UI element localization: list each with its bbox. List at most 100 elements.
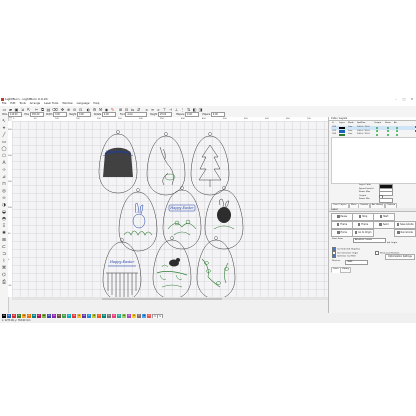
layer-color-swatch[interactable] — [339, 126, 345, 129]
menu-arrange[interactable]: Arrange — [29, 102, 41, 105]
maximize-button[interactable]: □ — [402, 97, 406, 101]
show-toggle[interactable] — [387, 130, 390, 133]
width-input[interactable]: 0.00 — [53, 112, 68, 117]
mirror-horizontal-icon[interactable]: ⇋ — [130, 107, 135, 112]
swatch-06[interactable]: 06 — [32, 313, 36, 318]
swatch-21[interactable]: 21 — [107, 313, 111, 318]
swatch-07[interactable]: 07 — [37, 313, 41, 318]
design-canvas[interactable]: Happy Easter — [12, 121, 328, 297]
circular-array-icon[interactable]: ✺ — [2, 231, 6, 236]
swatch-28[interactable]: 28 — [142, 313, 146, 318]
power-max-input[interactable] — [379, 191, 393, 196]
save-gcode-button[interactable]: Save GCode — [394, 221, 416, 229]
swatch-16[interactable]: 16 — [82, 313, 86, 318]
export-icon[interactable]: ⇱ — [26, 107, 31, 112]
swatch-02[interactable]: 02 — [12, 313, 16, 318]
menu-laser-tools[interactable]: Laser Tools — [44, 102, 59, 105]
swatch-25[interactable]: 25 — [127, 313, 131, 318]
distribute-icon[interactable]: ⋮ — [180, 107, 185, 112]
air-toggle[interactable] — [396, 130, 399, 133]
position-laser-icon[interactable]: ⊹ — [2, 168, 6, 173]
copy-icon[interactable]: ⧉ — [41, 107, 44, 112]
swatch-17[interactable]: 17 — [87, 313, 91, 318]
move-layer-icon[interactable]: ⇅ — [186, 107, 191, 112]
output-toggle[interactable] — [376, 126, 379, 129]
egg-bunny-sketch[interactable] — [146, 132, 186, 196]
menu-edit[interactable]: Edit — [10, 102, 16, 105]
swatch-22[interactable]: 22 — [112, 313, 116, 318]
send-button[interactable]: Send — [373, 221, 395, 229]
swatch-19[interactable]: 19 — [97, 313, 101, 318]
import-icon[interactable]: ⇲ — [20, 107, 25, 112]
start-from-select[interactable]: Absolute Coords — [353, 238, 386, 243]
align-left-icon[interactable]: ⫷ — [145, 107, 148, 112]
zoom-in-icon[interactable]: ⊕ — [66, 107, 71, 112]
pause-button[interactable]: Pause — [331, 213, 353, 221]
run-gcode-button[interactable]: Run GCode — [394, 229, 416, 237]
vspace-input[interactable]: 0.00 — [210, 112, 225, 117]
send-to-back-icon[interactable]: ◨ — [198, 107, 203, 112]
swatch-24[interactable]: 24 — [122, 313, 126, 318]
offset-tool-icon[interactable]: ◎ — [2, 189, 6, 194]
layer-row[interactable]: C00 Line 100.0 / 30.0 — [331, 126, 415, 130]
layer-row[interactable]: C01 Line 100.0 / 30.0 — [331, 130, 415, 134]
swatch-04[interactable]: 04 — [22, 313, 26, 318]
swatch-01[interactable]: 01 — [7, 313, 11, 318]
tab-tool-icon[interactable]: ⊓ — [2, 182, 6, 187]
boolean-union-icon[interactable]: ◑ — [2, 203, 6, 208]
minimize-button[interactable]: – — [395, 97, 397, 101]
optimization-settings-button[interactable]: Optimization Settings — [385, 254, 415, 260]
swatch-20[interactable]: 20 — [102, 313, 106, 318]
polygon-tool-icon[interactable]: ⬠ — [2, 154, 6, 159]
align-middle-icon[interactable]: ⊣ — [168, 107, 173, 112]
swatch-10[interactable]: 10 — [52, 313, 56, 318]
optimize-cut-path-option[interactable]: Optimize Cut Path — [332, 254, 356, 258]
paste-icon[interactable]: ▤ — [46, 107, 51, 112]
edit-nodes-icon[interactable]: ⌖ — [2, 126, 6, 131]
menu-tools[interactable]: Tools — [19, 102, 26, 105]
swatch-29[interactable]: 29 — [147, 313, 151, 318]
show-last-position-option[interactable]: Show Last Position — [375, 250, 399, 255]
break-apart-icon[interactable]: ⊐ — [2, 252, 6, 257]
checkbox[interactable] — [332, 254, 336, 258]
show-toggle[interactable] — [387, 133, 390, 136]
auto-join-icon[interactable]: ⌘ — [1, 266, 7, 271]
group-icon[interactable]: ⊞ — [118, 107, 123, 112]
rectangle-tool-icon[interactable]: ▭ — [1, 140, 7, 145]
air-toggle[interactable] — [396, 133, 399, 136]
swatch-26[interactable]: 26 — [132, 313, 136, 318]
layer-color-swatch[interactable] — [339, 130, 345, 133]
print-and-cut-icon[interactable]: ⎙ — [2, 280, 6, 285]
notes-icon[interactable]: ✎ — [110, 107, 115, 112]
font-select[interactable]: Arial — [125, 112, 148, 117]
ellipse-tool-icon[interactable]: ◯ — [1, 147, 7, 152]
grid-array-icon[interactable]: ⠿ — [2, 224, 6, 229]
egg-basket-happy-easter[interactable]: Happy Easter — [102, 238, 142, 298]
optimize-shapes-icon[interactable]: ⌬ — [2, 273, 6, 278]
frame-button[interactable]: Frame — [331, 221, 353, 229]
swatch-15[interactable]: 15 — [77, 313, 81, 318]
menu-file[interactable]: File — [2, 102, 7, 105]
close-button[interactable]: ✕ — [410, 97, 414, 101]
save-file-icon[interactable]: ▣ — [14, 107, 19, 112]
output-toggle[interactable] — [376, 130, 379, 133]
stop-button[interactable]: Stop — [352, 213, 374, 221]
align-tool-icon[interactable]: ⊞ — [2, 238, 6, 243]
ungroup-icon[interactable]: ⊟ — [124, 107, 129, 112]
menu-help[interactable]: Help — [93, 102, 100, 105]
open-file-icon[interactable]: ▰ — [8, 107, 13, 112]
frame-circle-button[interactable]: Frame — [352, 221, 374, 229]
egg-happy-easter-flowers[interactable]: Happy Easter — [162, 186, 202, 250]
swatch-27[interactable]: 27 — [137, 313, 141, 318]
device-select[interactable]: GRBL — [345, 260, 368, 265]
output-toggle[interactable] — [376, 133, 379, 136]
egg-leaves[interactable] — [196, 236, 236, 298]
swatch-23[interactable]: 23 — [117, 313, 121, 318]
tab-library[interactable]: Library — [340, 267, 352, 273]
zoom-fit-icon[interactable]: ⊡ — [78, 107, 83, 112]
boolean-intersect-icon[interactable]: ◓ — [2, 217, 6, 222]
rotate-input[interactable]: 0.00 — [101, 112, 116, 117]
egg-bird-branch[interactable] — [152, 236, 192, 298]
show-toggle[interactable] — [387, 126, 390, 129]
swatch-00[interactable]: 00 — [2, 313, 6, 318]
